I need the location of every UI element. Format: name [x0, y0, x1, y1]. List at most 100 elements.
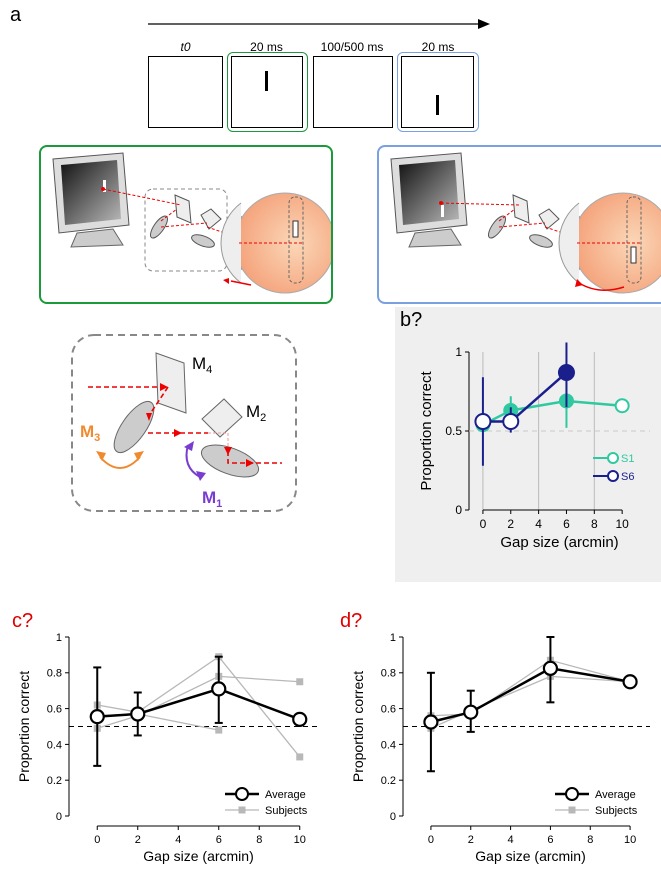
- panel-label-b: b?: [400, 309, 423, 331]
- setup-illustration-green: [52, 152, 336, 294]
- x-axis-label: Gap size (arcmin): [500, 534, 618, 551]
- legend-label: S6: [621, 471, 634, 483]
- subject-point: [296, 753, 304, 761]
- data-point: [502, 413, 520, 431]
- y-axis-label: Proportion correct: [16, 671, 32, 782]
- average-point: [130, 706, 146, 722]
- panel-label-a: a: [10, 4, 22, 26]
- x-tick-label: 2: [507, 517, 514, 531]
- frame-label-1: 20 ms: [250, 40, 283, 54]
- setup-illustration-blue: [390, 152, 661, 294]
- average-line: [97, 687, 301, 721]
- frame-label-2: 100/500 ms: [320, 40, 384, 54]
- x-tick-label: 2: [468, 834, 474, 846]
- data-point: [614, 398, 630, 414]
- x-tick-label: 0: [428, 834, 434, 846]
- frame-stim-2: [401, 56, 474, 128]
- legend-label: S1: [621, 453, 634, 465]
- average-point: [211, 681, 227, 697]
- series-line-S6: [482, 371, 568, 423]
- m4-label: M4: [192, 354, 212, 376]
- y-tick-label: 0: [390, 811, 396, 823]
- y-tick-label: 0.2: [47, 775, 62, 787]
- setup-panel-green: [39, 145, 336, 304]
- series-line-S1: [482, 399, 623, 426]
- x-axis-label: Gap size (arcmin): [475, 848, 585, 864]
- average-point: [542, 660, 559, 676]
- timeline-arrow: [148, 19, 490, 29]
- y-tick-label: 0.4: [47, 739, 62, 751]
- frame-t0: [148, 56, 223, 128]
- x-tick-label: 4: [508, 834, 514, 846]
- y-tick-label: 0.8: [381, 668, 396, 680]
- legend-marker: [607, 470, 619, 482]
- x-tick-label: 4: [535, 517, 542, 531]
- y-tick-label: 0.6: [381, 703, 396, 715]
- panel-label-c: c?: [12, 610, 34, 632]
- average-point: [292, 711, 308, 727]
- x-tick-label: 10: [624, 834, 636, 846]
- x-tick-label: 0: [94, 834, 100, 846]
- eye-icon: [558, 192, 661, 294]
- y-tick-label: 0: [56, 811, 62, 823]
- panel-label-d: d?: [340, 610, 363, 632]
- mirror-diagram: M4 M2 M3 M1: [70, 333, 298, 513]
- m1-label: M1: [202, 488, 222, 510]
- y-tick-label: 0.5: [445, 424, 462, 438]
- x-tick-label: 4: [175, 834, 181, 846]
- x-tick-label: 6: [547, 834, 553, 846]
- legend-marker: [565, 787, 579, 801]
- y-tick-label: 1: [56, 632, 62, 644]
- frame-label-3: 20 ms: [421, 40, 455, 54]
- x-axis-label: Gap size (arcmin): [143, 848, 253, 864]
- data-point: [474, 413, 492, 431]
- frame-stim-1: [231, 56, 303, 128]
- legend-label: Subjects: [595, 805, 638, 817]
- x-tick-label: 2: [135, 834, 141, 846]
- subject-point: [215, 726, 223, 734]
- x-tick-label: 0: [480, 517, 487, 531]
- x-tick-label: 6: [563, 517, 570, 531]
- average-point: [622, 674, 638, 690]
- legend-marker: [238, 806, 246, 814]
- monitor-icon: [52, 152, 130, 248]
- frame-blank: [313, 56, 393, 128]
- y-tick-label: 0.2: [381, 775, 396, 787]
- setup-panel-blue: [377, 145, 661, 304]
- legend-label: Subjects: [265, 805, 308, 817]
- x-tick-label: 8: [591, 517, 598, 531]
- y-tick-label: 1: [390, 632, 396, 644]
- subject-line: [430, 659, 631, 717]
- subject-line: [430, 675, 631, 729]
- y-tick-label: 1: [455, 345, 462, 359]
- average-point: [463, 704, 479, 720]
- average-point: [89, 709, 105, 725]
- subject-point: [296, 678, 304, 686]
- average-line: [430, 667, 631, 724]
- monitor-icon: [390, 152, 468, 248]
- y-axis-label: Proportion correct: [350, 671, 366, 782]
- legend-marker: [607, 452, 619, 464]
- frame-highlight-blue: [397, 52, 479, 132]
- stimulus-bar-icon: [265, 71, 268, 91]
- x-tick-label: 8: [256, 834, 262, 846]
- x-tick-label: 10: [615, 517, 629, 531]
- frame-label-t0: t0: [180, 40, 191, 54]
- y-axis-label: Proportion correct: [418, 371, 435, 491]
- panel-b-background: [395, 307, 661, 582]
- y-tick-label: 0: [455, 503, 462, 517]
- legend-label: Average: [265, 789, 306, 801]
- y-tick-label: 0.6: [47, 703, 62, 715]
- stimulus-bar-icon: [436, 95, 439, 115]
- subject-line: [97, 675, 300, 729]
- eye-icon: [220, 192, 336, 294]
- data-point: [557, 364, 575, 382]
- legend-marker: [235, 787, 249, 801]
- frame-highlight-green: [227, 52, 308, 132]
- x-tick-label: 8: [587, 834, 593, 846]
- m2-label: M2: [246, 402, 266, 424]
- y-tick-label: 0.4: [381, 739, 396, 751]
